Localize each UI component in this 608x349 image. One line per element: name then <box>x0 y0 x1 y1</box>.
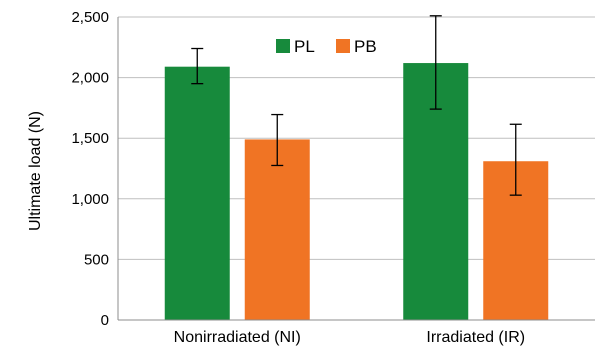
y-tick-label: 1,000 <box>71 191 109 208</box>
x-category-label: Nonirradiated (NI) <box>174 329 301 346</box>
bars <box>164 63 549 320</box>
axes: 0 500 1,000 1,500 2,000 2,500 Nonirradiated (N… <box>71 9 595 346</box>
bar-pl-ni <box>164 66 230 320</box>
y-tick-label: 1,500 <box>71 130 109 147</box>
legend-swatch-pb <box>336 39 350 53</box>
y-tick-label: 500 <box>84 251 109 268</box>
y-tick-label: 2,500 <box>71 9 109 26</box>
bar-pb-ni <box>244 139 310 320</box>
x-category-label: Irradiated (IR) <box>426 329 525 346</box>
y-axis-title: Ultimate load (N) <box>27 111 44 231</box>
legend: PL PB <box>276 37 377 56</box>
y-tick-label: 2,000 <box>71 70 109 87</box>
legend-swatch-pl <box>276 39 290 53</box>
error-bars <box>191 15 522 196</box>
legend-label-pl: PL <box>294 37 315 56</box>
legend-label-pb: PB <box>354 37 377 56</box>
y-tick-label: 0 <box>101 312 109 329</box>
